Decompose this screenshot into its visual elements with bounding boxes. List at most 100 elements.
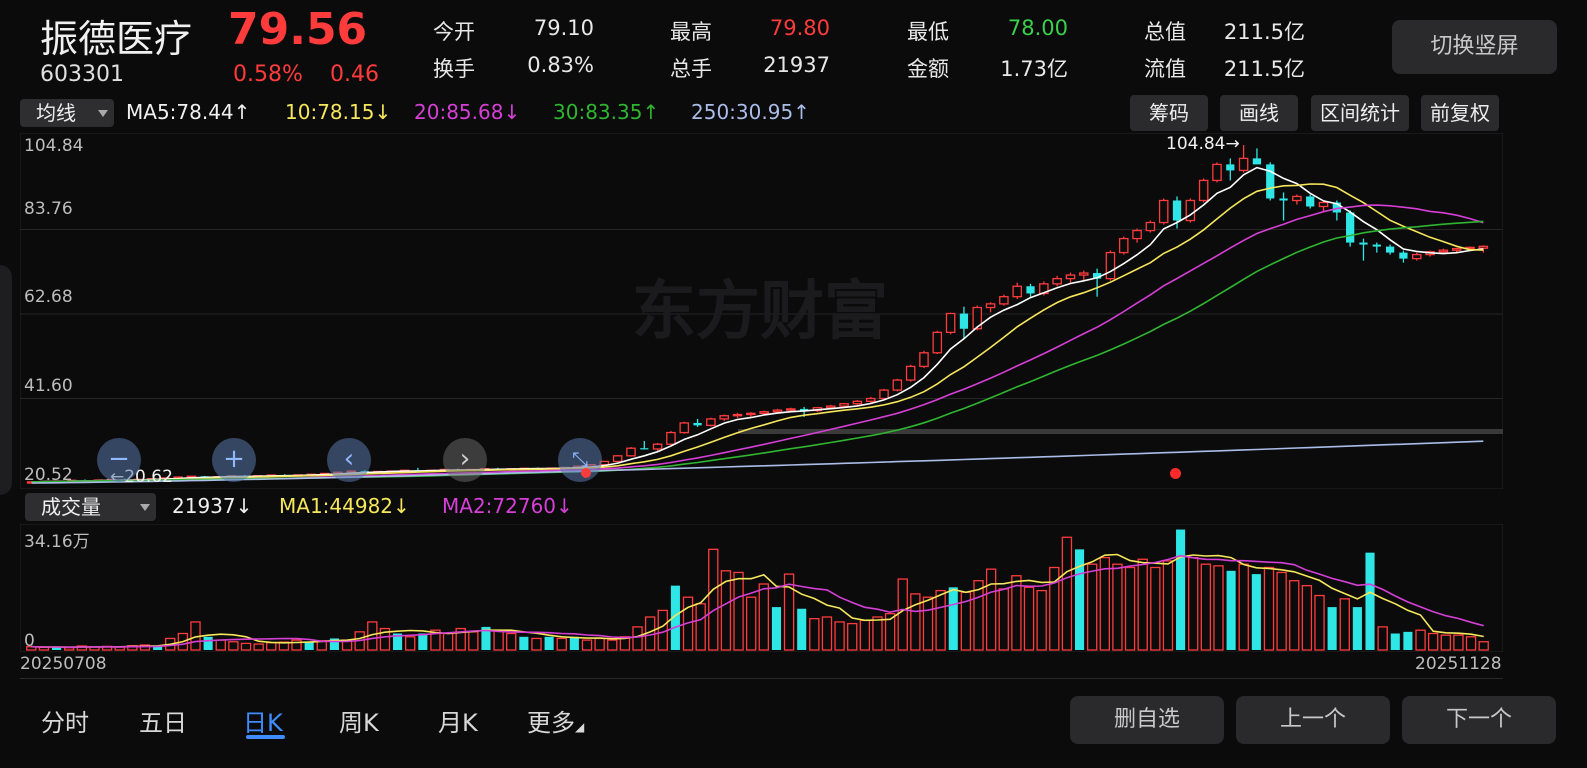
draw-line-button[interactable]: 画线 — [1220, 95, 1298, 131]
volume-axis-top: 34.16万 — [24, 532, 90, 552]
volume-bar — [1390, 633, 1400, 650]
volume-chart[interactable] — [20, 524, 1503, 652]
candle — [905, 365, 916, 381]
ma5-value: MA5:78.44 — [126, 100, 234, 124]
volume-bar — [455, 627, 466, 651]
turnover-value: 0.83% — [527, 53, 594, 77]
volume-bar — [632, 626, 643, 651]
candle — [1132, 229, 1142, 240]
next-button[interactable]: 下一个 — [1402, 696, 1556, 744]
turnover-label: 换手 — [433, 57, 475, 81]
zoom-out-icon[interactable]: − — [97, 438, 141, 482]
volume-bar — [1263, 566, 1275, 651]
amount-label: 金额 — [907, 57, 949, 81]
candle — [786, 408, 796, 411]
previous-button[interactable]: 上一个 — [1236, 696, 1390, 744]
volume-bar — [1036, 589, 1047, 651]
volume-bar — [985, 568, 997, 651]
volume-bar — [745, 596, 757, 651]
volume-bar — [304, 641, 314, 650]
price-axis-label: 83.76 — [24, 199, 73, 219]
vol-ma2-value: MA2:72760 — [442, 494, 557, 518]
arrow-up-icon: ↑ — [793, 100, 810, 124]
arrow-down-icon: ↓ — [393, 494, 410, 518]
tab-more-label: 更多 — [527, 709, 575, 737]
vol-ma2-legend: MA2:72760↓ — [442, 494, 573, 518]
candle — [932, 331, 943, 354]
zoom-in-icon[interactable]: + — [212, 438, 256, 482]
cost-band — [738, 429, 1503, 434]
range-stats-button[interactable]: 区间统计 — [1311, 95, 1409, 131]
side-handle[interactable] — [0, 265, 12, 495]
tab-monthly-k[interactable]: 月K — [438, 709, 478, 737]
candle — [1172, 200, 1182, 221]
scroll-left-icon[interactable]: ‹ — [327, 438, 371, 482]
candle — [666, 431, 676, 445]
volume-bar — [783, 573, 795, 651]
volume-bar — [266, 642, 277, 651]
volume-bar — [1339, 598, 1350, 651]
candle — [626, 447, 636, 457]
ma10-value: 10:78.15 — [285, 100, 375, 124]
candle — [1079, 272, 1089, 276]
candle — [1318, 201, 1329, 208]
indicator-selector-label: 成交量 — [41, 495, 101, 519]
volume-bar — [240, 642, 252, 651]
chips-button[interactable]: 筹码 — [1130, 95, 1208, 131]
ma30-line — [31, 220, 1484, 483]
volume-bar — [1200, 563, 1212, 651]
reset-view-icon[interactable]: ⤡ — [558, 438, 602, 482]
high-value: 79.80 — [769, 16, 830, 40]
high-label: 最高 — [670, 20, 712, 44]
volume-bar — [1440, 634, 1451, 651]
volume-bar — [1023, 586, 1035, 651]
ma250-value: 250:30.95 — [691, 100, 794, 124]
volume-bar — [329, 638, 339, 650]
candle — [772, 409, 783, 413]
tab-daily-k[interactable]: 日K — [243, 709, 283, 737]
tab-five-day[interactable]: 五日 — [139, 709, 187, 737]
tab-more[interactable]: 更多◢ — [527, 703, 584, 738]
indicator-selector[interactable]: 成交量 — [25, 493, 156, 521]
switch-portrait-button[interactable]: 切换竖屏 — [1392, 20, 1557, 74]
candle — [919, 352, 929, 368]
candle — [999, 296, 1009, 305]
event-marker[interactable] — [581, 468, 591, 478]
candle — [1266, 164, 1275, 199]
candlestick-chart[interactable]: 东方财富 — [20, 133, 1503, 489]
high-annotation: 104.84→ — [1166, 134, 1240, 154]
volume-label: 总手 — [670, 57, 712, 81]
event-marker[interactable] — [1170, 468, 1181, 479]
volume-bar — [1075, 549, 1085, 650]
volume-bar — [1176, 529, 1186, 650]
ma10-line — [31, 183, 1484, 483]
candle — [1411, 253, 1422, 260]
remove-watchlist-button[interactable]: 删自选 — [1070, 696, 1224, 744]
candle — [679, 422, 690, 434]
volume-bar — [821, 616, 833, 651]
forward-adjust-button[interactable]: 前复权 — [1421, 95, 1499, 131]
volume-bar — [291, 639, 302, 651]
volume-bar — [720, 570, 732, 651]
volume-bar — [935, 589, 946, 651]
volume-bar — [418, 633, 428, 650]
ma-selector-label: 均线 — [36, 101, 76, 125]
volume-bar — [1124, 566, 1136, 651]
total-value-label: 总值 — [1144, 20, 1186, 44]
volume-bar — [998, 588, 1009, 651]
candle — [1385, 246, 1395, 253]
scroll-right-icon[interactable]: › — [443, 438, 487, 482]
candle — [612, 455, 623, 463]
ma-selector[interactable]: 均线 — [20, 99, 114, 127]
candle — [732, 413, 743, 417]
tab-weekly-k[interactable]: 周K — [339, 709, 379, 737]
candle — [1478, 245, 1489, 249]
tab-intraday[interactable]: 分时 — [41, 709, 89, 737]
price-axis-label: 20.52 — [24, 465, 73, 485]
ma5-legend: MA5:78.44↑ — [126, 100, 250, 124]
volume-bar — [695, 603, 706, 651]
vol-ma1-line — [31, 553, 1484, 649]
volume-bar — [1213, 565, 1224, 651]
ma10-legend: 10:78.15↓ — [285, 100, 391, 124]
volume-bar — [379, 627, 391, 651]
